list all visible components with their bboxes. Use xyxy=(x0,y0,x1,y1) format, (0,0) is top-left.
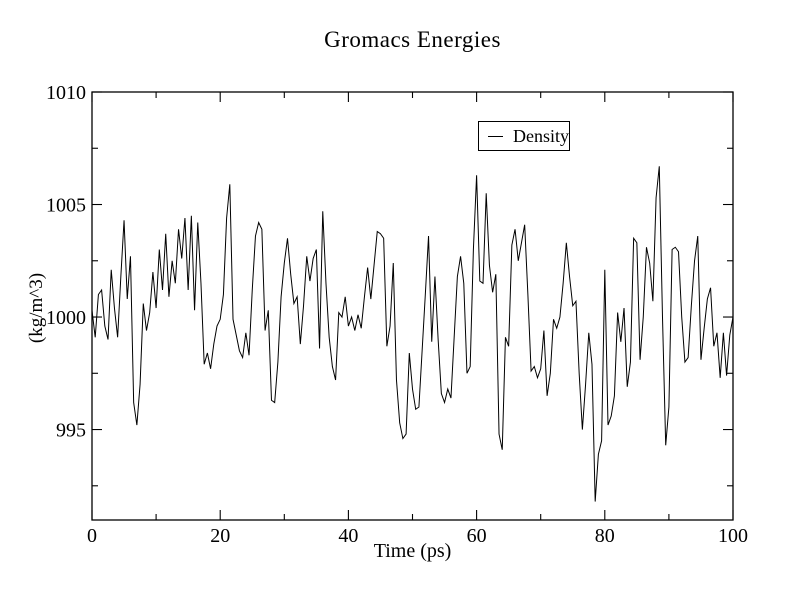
legend-line-icon xyxy=(488,135,503,137)
x-tick-label: 100 xyxy=(718,525,748,547)
plot-frame xyxy=(91,91,734,521)
y-tick-label: 1010 xyxy=(46,82,86,104)
legend-label: Density xyxy=(513,126,569,146)
y-tick-label: 1005 xyxy=(46,195,86,217)
x-tick-label: 20 xyxy=(210,525,230,547)
y-tick-label: 1000 xyxy=(46,307,86,329)
y-axis-title: (kg/m^3) xyxy=(26,272,47,344)
x-tick-label: 60 xyxy=(467,525,487,547)
chart-title: Gromacs Energies xyxy=(324,27,501,52)
y-tick-label: 995 xyxy=(56,420,86,442)
x-tick-label: 40 xyxy=(338,525,358,547)
x-tick-label: 80 xyxy=(595,525,615,547)
legend-box: Density xyxy=(478,121,570,151)
x-axis-title: Time (ps) xyxy=(373,540,452,562)
density-series-line xyxy=(91,166,734,502)
x-tick-label: 0 xyxy=(87,525,97,547)
